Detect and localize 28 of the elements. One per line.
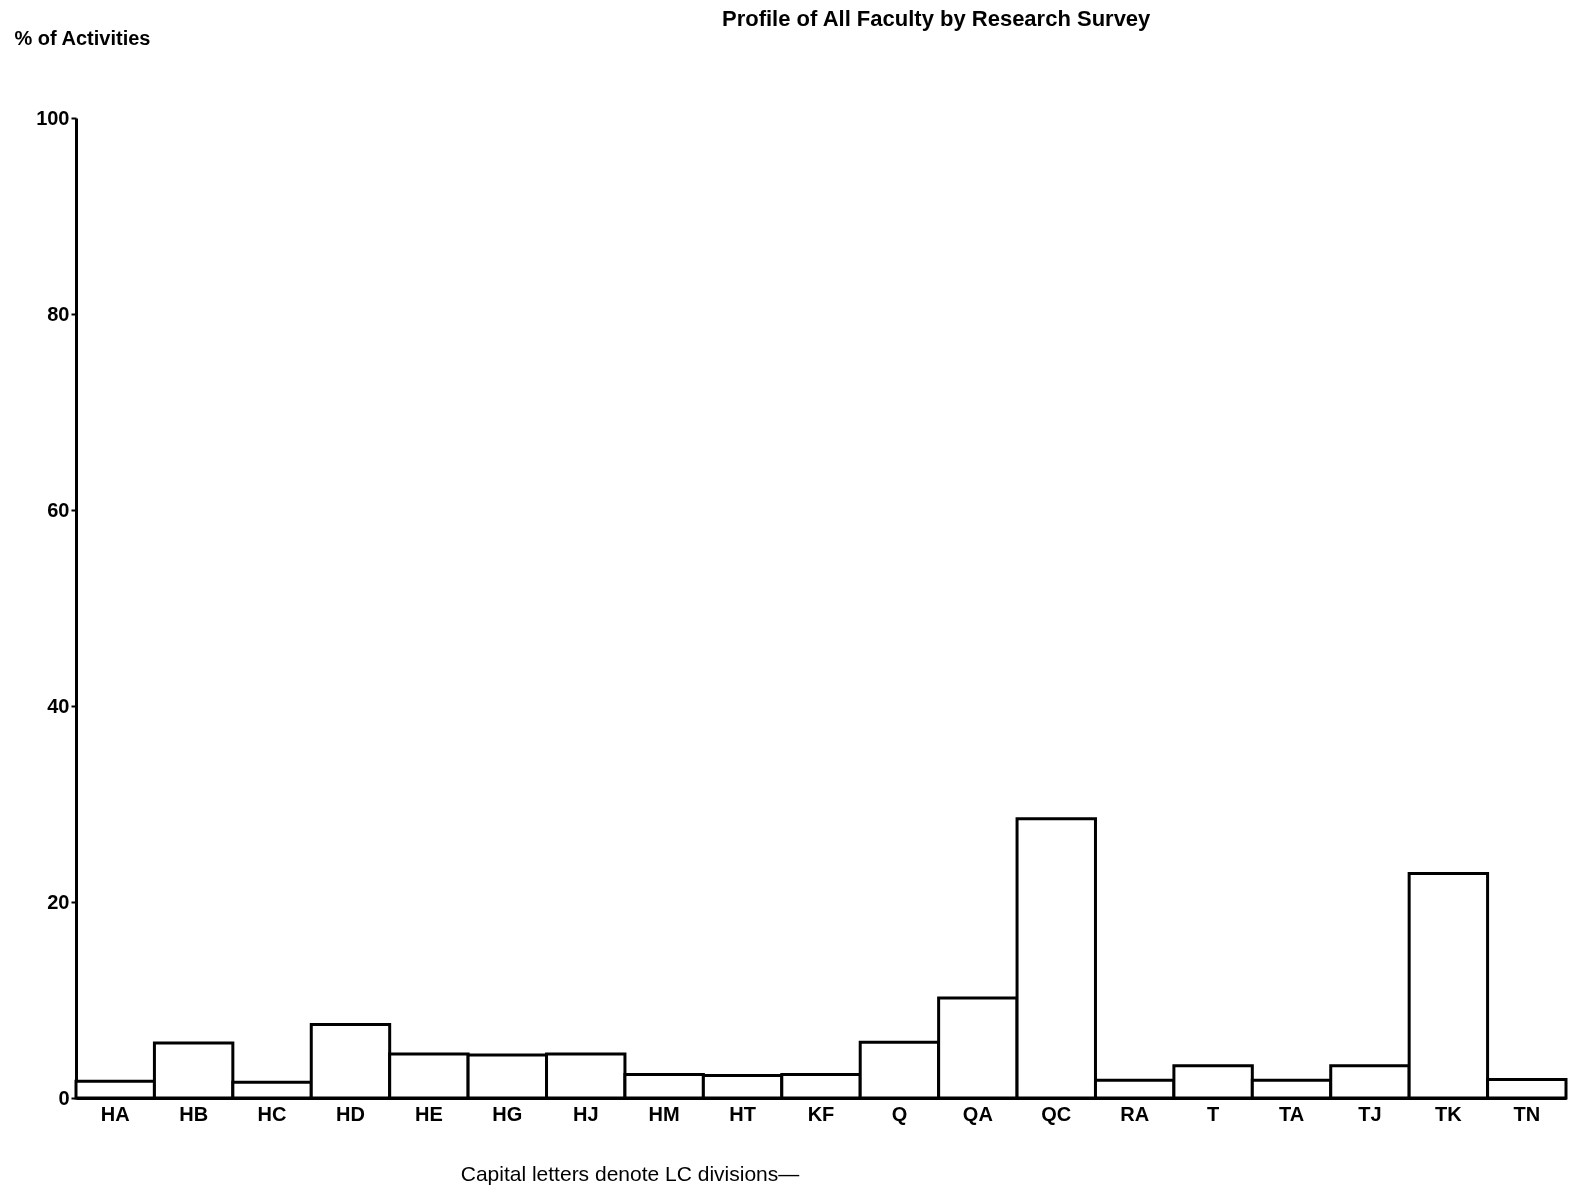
- x-tick-label: TJ: [1358, 1102, 1382, 1125]
- chart-title: Profile of All Faculty by Research Survey: [722, 6, 1151, 32]
- x-tick-label: HD: [336, 1102, 365, 1125]
- x-tick-label: QA: [962, 1102, 993, 1125]
- x-tick-label: QC: [1041, 1102, 1072, 1125]
- x-tick-label: HT: [729, 1102, 756, 1125]
- x-tick-label: HA: [100, 1102, 130, 1125]
- x-tick-label: TN: [1513, 1102, 1541, 1125]
- text: Capital letters denote LC divisions—: [459, 1162, 801, 1186]
- y-tick-label: 40: [47, 694, 70, 717]
- y-axis-title: % of Activities: [14, 26, 151, 49]
- y-tick-label: 0: [58, 1086, 70, 1109]
- x-tick-label: HE: [415, 1102, 443, 1125]
- x-tick-label: TA: [1278, 1102, 1305, 1125]
- y-tick-label: 60: [47, 498, 70, 521]
- x-tick-label: TK: [1435, 1102, 1463, 1125]
- y-tick-label: 20: [47, 890, 70, 913]
- x-tick-label: HG: [492, 1102, 523, 1125]
- x-tick-label: T: [1207, 1102, 1220, 1125]
- y-tick-label: 100: [36, 106, 70, 129]
- y-tick-label: 80: [47, 302, 70, 325]
- x-tick-label: HB: [179, 1102, 209, 1125]
- x-tick-label: HJ: [572, 1102, 599, 1125]
- x-tick-label: HM: [648, 1102, 680, 1125]
- x-tick-label: HC: [257, 1102, 287, 1125]
- x-tick-label: Q: [891, 1102, 908, 1125]
- x-tick-label: KF: [807, 1102, 835, 1125]
- x-tick-label: RA: [1120, 1102, 1150, 1125]
